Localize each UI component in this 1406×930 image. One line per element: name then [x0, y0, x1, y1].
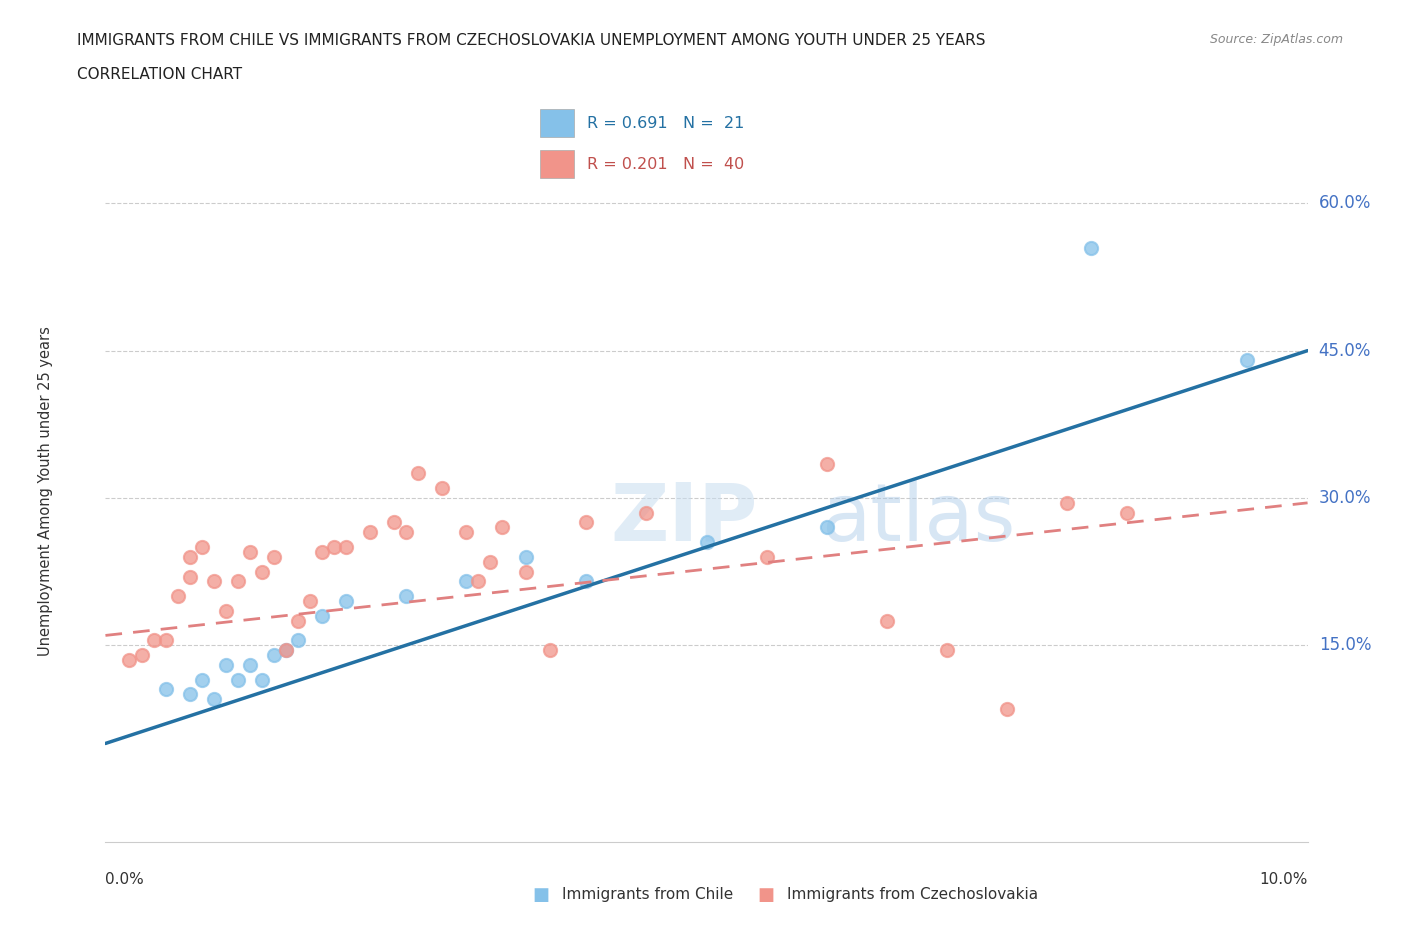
Point — [515, 550, 537, 565]
Point — [239, 544, 262, 559]
Point — [515, 565, 537, 579]
Text: ■: ■ — [758, 885, 775, 904]
Text: 60.0%: 60.0% — [1319, 194, 1371, 212]
Point — [263, 550, 285, 565]
Text: 45.0%: 45.0% — [1319, 341, 1371, 360]
Point — [335, 593, 357, 608]
Text: ■: ■ — [533, 885, 550, 904]
Point — [1080, 240, 1102, 255]
Text: Immigrants from Chile: Immigrants from Chile — [562, 887, 734, 902]
Text: R = 0.201   N =  40: R = 0.201 N = 40 — [586, 156, 744, 172]
Text: R = 0.691   N =  21: R = 0.691 N = 21 — [586, 115, 744, 131]
Point — [250, 565, 273, 579]
Text: Unemployment Among Youth under 25 years: Unemployment Among Youth under 25 years — [38, 326, 53, 656]
Point — [636, 505, 658, 520]
Point — [250, 672, 273, 687]
Point — [467, 574, 489, 589]
Point — [876, 613, 898, 628]
Point — [202, 692, 225, 707]
Point — [1056, 496, 1078, 511]
Point — [311, 608, 333, 623]
Point — [454, 525, 477, 539]
Point — [214, 658, 236, 672]
Point — [395, 525, 418, 539]
Point — [430, 481, 453, 496]
Point — [226, 672, 249, 687]
Point — [755, 550, 778, 565]
Point — [322, 539, 344, 554]
Point — [155, 682, 177, 697]
Point — [575, 574, 598, 589]
Point — [575, 515, 598, 530]
Point — [406, 466, 429, 481]
Point — [287, 613, 309, 628]
Point — [202, 574, 225, 589]
Point — [936, 643, 959, 658]
Text: 30.0%: 30.0% — [1319, 489, 1371, 507]
Point — [166, 589, 188, 604]
Point — [538, 643, 561, 658]
Point — [1236, 353, 1258, 368]
Point — [131, 647, 153, 662]
Point — [263, 647, 285, 662]
Point — [179, 550, 201, 565]
Point — [311, 544, 333, 559]
Point — [142, 633, 165, 648]
Point — [274, 643, 297, 658]
Point — [454, 574, 477, 589]
Text: ZIP: ZIP — [610, 480, 758, 558]
Text: 0.0%: 0.0% — [105, 872, 145, 887]
Point — [118, 653, 141, 668]
Text: 10.0%: 10.0% — [1260, 872, 1308, 887]
Text: CORRELATION CHART: CORRELATION CHART — [77, 67, 242, 82]
Point — [179, 569, 201, 584]
Point — [491, 520, 513, 535]
Text: 15.0%: 15.0% — [1319, 636, 1371, 654]
Point — [382, 515, 405, 530]
Text: IMMIGRANTS FROM CHILE VS IMMIGRANTS FROM CZECHOSLOVAKIA UNEMPLOYMENT AMONG YOUTH: IMMIGRANTS FROM CHILE VS IMMIGRANTS FROM… — [77, 33, 986, 47]
Point — [1116, 505, 1139, 520]
Point — [190, 539, 212, 554]
Text: atlas: atlas — [821, 480, 1015, 558]
Point — [815, 520, 838, 535]
Point — [359, 525, 381, 539]
Point — [214, 604, 236, 618]
Point — [395, 589, 418, 604]
Point — [190, 672, 212, 687]
Point — [815, 456, 838, 471]
Bar — [540, 150, 574, 178]
Point — [239, 658, 262, 672]
Point — [274, 643, 297, 658]
Text: Immigrants from Czechoslovakia: Immigrants from Czechoslovakia — [787, 887, 1039, 902]
Point — [479, 554, 502, 569]
Text: Source: ZipAtlas.com: Source: ZipAtlas.com — [1209, 33, 1343, 46]
Point — [696, 535, 718, 550]
Point — [226, 574, 249, 589]
Bar — [540, 109, 574, 137]
Point — [335, 539, 357, 554]
Point — [298, 593, 321, 608]
Point — [995, 701, 1018, 716]
Point — [179, 687, 201, 702]
Point — [287, 633, 309, 648]
Point — [155, 633, 177, 648]
